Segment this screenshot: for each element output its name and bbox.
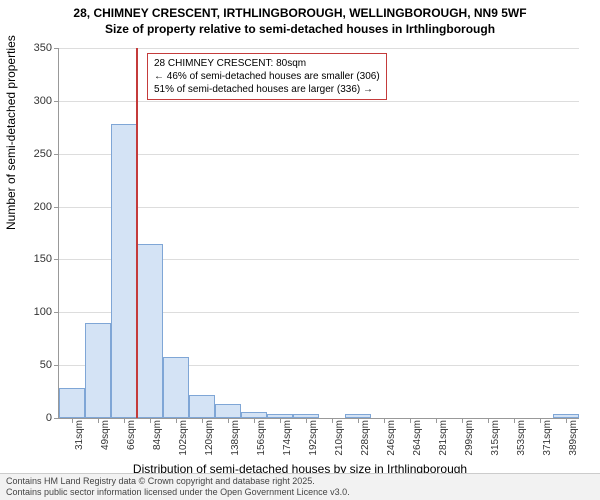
plot-area: 31sqm49sqm66sqm84sqm102sqm120sqm138sqm15… xyxy=(58,48,579,419)
xtick-mark xyxy=(280,418,281,423)
xtick-mark xyxy=(514,418,515,423)
title-line-2: Size of property relative to semi-detach… xyxy=(0,22,600,38)
ytick-mark xyxy=(54,259,59,260)
xtick-mark xyxy=(124,418,125,423)
xtick-mark xyxy=(410,418,411,423)
ytick-mark xyxy=(54,312,59,313)
chart-container: 28, CHIMNEY CRESCENT, IRTHLINGBOROUGH, W… xyxy=(0,0,600,500)
xtick-mark xyxy=(228,418,229,423)
ytick-label: 0 xyxy=(22,412,52,424)
footer-line-2: Contains public sector information licen… xyxy=(6,487,594,498)
xtick-mark xyxy=(566,418,567,423)
ytick-label: 350 xyxy=(22,42,52,54)
xtick-mark xyxy=(254,418,255,423)
ytick-label: 250 xyxy=(22,148,52,160)
xtick-mark xyxy=(306,418,307,423)
xtick-mark xyxy=(384,418,385,423)
ytick-label: 100 xyxy=(22,306,52,318)
xtick-mark xyxy=(176,418,177,423)
highlight-marker-line xyxy=(136,48,138,418)
ytick-label: 200 xyxy=(22,201,52,213)
ytick-mark xyxy=(54,48,59,49)
xtick-mark xyxy=(488,418,489,423)
xtick-mark xyxy=(150,418,151,423)
ytick-mark xyxy=(54,101,59,102)
ytick-mark xyxy=(54,418,59,419)
histogram-bar xyxy=(85,323,111,418)
histogram-bar xyxy=(189,395,215,418)
title-line-1: 28, CHIMNEY CRESCENT, IRTHLINGBOROUGH, W… xyxy=(0,6,600,22)
xtick-mark xyxy=(202,418,203,423)
xtick-mark xyxy=(332,418,333,423)
xtick-mark xyxy=(98,418,99,423)
chart-title: 28, CHIMNEY CRESCENT, IRTHLINGBOROUGH, W… xyxy=(0,0,600,37)
ytick-mark xyxy=(54,365,59,366)
xtick-mark xyxy=(462,418,463,423)
xtick-mark xyxy=(540,418,541,423)
ytick-label: 300 xyxy=(22,95,52,107)
ytick-mark xyxy=(54,154,59,155)
footer-attribution: Contains HM Land Registry data © Crown c… xyxy=(0,473,600,500)
histogram-bar xyxy=(111,124,137,418)
annotation-line-1: 28 CHIMNEY CRESCENT: 80sqm xyxy=(154,57,380,70)
xtick-mark xyxy=(436,418,437,423)
histogram-bar xyxy=(137,244,163,418)
xtick-mark xyxy=(358,418,359,423)
xtick-mark xyxy=(72,418,73,423)
y-axis-label: Number of semi-detached properties xyxy=(4,35,18,230)
ytick-label: 50 xyxy=(22,359,52,371)
footer-line-1: Contains HM Land Registry data © Crown c… xyxy=(6,476,594,487)
histogram-bar xyxy=(215,404,241,418)
ytick-mark xyxy=(54,207,59,208)
ytick-label: 150 xyxy=(22,253,52,265)
annotation-line-3: 51% of semi-detached houses are larger (… xyxy=(154,83,380,96)
annotation-line-2: ← 46% of semi-detached houses are smalle… xyxy=(154,70,380,83)
histogram-bar xyxy=(163,357,189,418)
annotation-box: 28 CHIMNEY CRESCENT: 80sqm← 46% of semi-… xyxy=(147,53,387,100)
histogram-bar xyxy=(59,388,85,418)
